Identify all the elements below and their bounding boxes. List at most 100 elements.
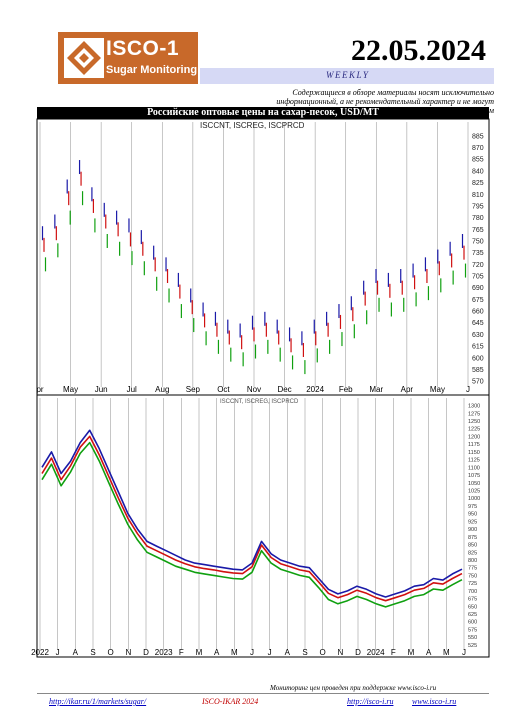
footer-note: Мониторинг цен проведен при поддержке ww… (270, 684, 437, 692)
chart-title-bar: Российские оптовые цены на сахар-песок, … (37, 107, 489, 119)
chart1-legend: ISCCNT, ISCREG, ISCPRCD (200, 121, 305, 130)
chart2-x-tick-label: J (250, 648, 254, 657)
chart2-y-tick-label: 925 (468, 519, 477, 525)
chart1-y-tick-label: 645 (472, 320, 484, 327)
chart1-y-tick-label: 870 (472, 145, 484, 152)
chart-title: Российские оптовые цены на сахар-песок, … (147, 107, 379, 118)
chart2-x-tick-label: M (196, 648, 203, 657)
chart1-x-tick-label: J (466, 385, 470, 394)
chart2-x-tick-label: M (443, 648, 450, 657)
chart1-x-tick-label: Aug (155, 385, 169, 394)
chart2-y-tick-label: 575 (468, 627, 477, 633)
chart1-y-tick-label: 735 (472, 250, 484, 257)
chart1-y-tick-label: 705 (472, 274, 484, 281)
chart2-x-tick-label: A (426, 648, 432, 657)
chart2-y-tick-label: 975 (468, 504, 477, 510)
chart2-y-tick-label: 675 (468, 597, 477, 603)
chart2-x-tick-label: N (125, 648, 131, 657)
chart2-y-tick-label: 850 (468, 543, 477, 549)
chart1-x-tick-label: May (430, 385, 445, 394)
chart2-x-tick-label: J (268, 648, 272, 657)
footer-copyright: ISCO-IKAR 2024 (202, 697, 259, 706)
chart1-x-tick-label: Jun (95, 385, 108, 394)
chart2-y-tick-label: 900 (468, 527, 477, 533)
chart2-x-tick-label: J (56, 648, 60, 657)
chart2-y-tick-label: 1000 (468, 496, 480, 502)
chart2-line-isccnt (41, 429, 463, 598)
chart2-x-tick-label: D (143, 648, 149, 657)
chart1-y-tick-label: 885 (472, 133, 484, 140)
chart2-x-tick-label: 2024 (367, 648, 385, 657)
chart1-y-tick-label: 825 (472, 180, 484, 187)
chart2-y-tick-label: 725 (468, 581, 477, 587)
chart1-y-tick-label: 780 (472, 215, 484, 222)
frequency-bar: WEEKLY (200, 68, 494, 84)
chart1-y-tick-label: 840 (472, 168, 484, 175)
chart2-y-tick-label: 775 (468, 566, 477, 572)
chart2-x-tick-label: S (90, 648, 95, 657)
chart2-y-tick-label: 650 (468, 604, 477, 610)
chart2-frame (36, 394, 490, 658)
chart2-y-tick-label: 1225 (468, 427, 480, 433)
chart1-x-tick-label: Feb (339, 385, 353, 394)
chart1-x-tick-label: Dec (277, 385, 291, 394)
chart1-y-tick-label: 600 (472, 355, 484, 362)
logo-name: ISCO-1 (106, 37, 180, 60)
chart1-y-tick-label: 570 (472, 379, 484, 386)
chart2-x-tick-label: N (337, 648, 343, 657)
chart1-y-tick-label: 585 (472, 367, 484, 374)
chart1-x-tick-label: Oct (217, 385, 230, 394)
chart2-x-tick-label: 2023 (155, 648, 173, 657)
chart2-x-tick-label: D (355, 648, 361, 657)
chart1-y-tick-label: 750 (472, 238, 484, 245)
chart1-x-tick-label: Apr (401, 385, 414, 394)
chart2-y-tick-label: 1150 (468, 450, 480, 456)
chart1-x-tick-label: Nov (247, 385, 261, 394)
chart2-y-tick-label: 700 (468, 589, 477, 595)
logo: ISCO-1 Sugar Monitoring (58, 32, 198, 84)
chart2-y-tick-label: 875 (468, 535, 477, 541)
chart1-frame (36, 118, 490, 396)
chart2-x-tick-label: 2022 (31, 648, 49, 657)
frequency-label: WEEKLY (326, 70, 370, 80)
chart1-x-tick-label: Sep (186, 385, 201, 394)
chart2-y-tick-label: 1200 (468, 434, 480, 440)
chart1-y-tick-label: 690 (472, 285, 484, 292)
chart2-y-tick-label: 525 (468, 643, 477, 649)
chart2-x-tick-label: M (408, 648, 415, 657)
chart2-y-tick-label: 950 (468, 512, 477, 518)
chart1-x-tick-label: 2024 (306, 385, 324, 394)
chart2-x-tick-label: F (391, 648, 396, 657)
chart1-x-tick-label: Jul (127, 385, 137, 394)
chart2-x-tick-label: O (320, 648, 326, 657)
chart2-x-tick-label: O (108, 648, 114, 657)
chart2-y-tick-label: 1275 (468, 411, 480, 417)
chart2-y-tick-label: 1025 (468, 488, 480, 494)
chart2-y-tick-label: 550 (468, 635, 477, 641)
chart2-line-iscreg (41, 435, 463, 602)
footer-link-isco[interactable]: http://isco-i.ru (347, 697, 394, 706)
chart1-x-tick-label: Mar (369, 385, 383, 394)
chart2-x-tick-label: M (231, 648, 238, 657)
footer-link-isco-www[interactable]: www.isco-i.ru (412, 697, 457, 706)
footer-link-ikar[interactable]: http://ikar.ru/1/markets/sugar/ (49, 697, 147, 706)
chart2-y-tick-label: 1250 (468, 419, 480, 425)
chart1-y-tick-label: 855 (472, 157, 484, 164)
chart1-y-tick-label: 660 (472, 309, 484, 316)
logo-diamond-icon (64, 38, 104, 78)
chart2-y-tick-label: 625 (468, 612, 477, 618)
footer-bar: http://ikar.ru/1/markets/sugar/ ISCO-IKA… (37, 693, 489, 710)
chart2-x-tick-label: S (302, 648, 307, 657)
date-panel: 22.05.2024 (200, 32, 494, 68)
chart1-y-tick-label: 765 (472, 227, 484, 234)
chart2-x-tick-label: A (285, 648, 291, 657)
chart1-y-tick-label: 630 (472, 332, 484, 339)
chart2-y-tick-label: 1050 (468, 481, 480, 487)
report-date: 22.05.2024 (351, 34, 486, 67)
chart2-y-tick-label: 1125 (468, 458, 480, 464)
chart2-x-tick-label: J (462, 648, 466, 657)
chart1-y-tick-label: 675 (472, 297, 484, 304)
chart2-y-tick-label: 1075 (468, 473, 480, 479)
chart2-y-tick-label: 1175 (468, 442, 480, 448)
